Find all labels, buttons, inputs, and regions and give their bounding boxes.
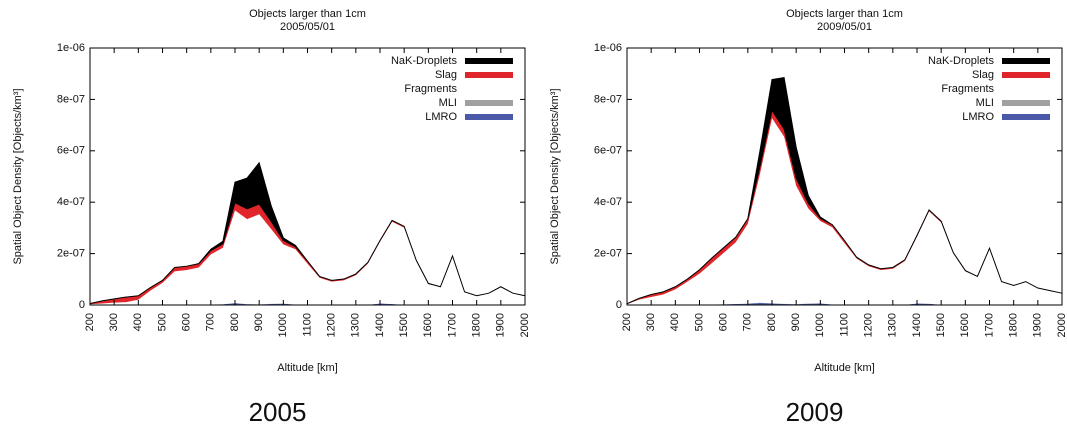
x-tick-label: 2000 — [1056, 313, 1067, 337]
x-tick-label: 1500 — [398, 313, 410, 337]
legend-label: MLI — [439, 97, 457, 109]
x-tick-label: 500 — [693, 313, 705, 331]
y-tick-label: 6e-07 — [57, 145, 85, 157]
x-tick-label: 1200 — [863, 313, 875, 337]
x-tick-label: 1300 — [350, 313, 362, 337]
x-axis-label: Altitude [km] — [277, 362, 338, 374]
y-tick-label: 0 — [79, 299, 85, 311]
x-tick-label: 700 — [742, 313, 754, 331]
x-tick-label: 1500 — [935, 313, 947, 337]
x-tick-label: 1000 — [814, 313, 826, 337]
legend-swatch — [1002, 58, 1050, 64]
legend-swatch — [465, 114, 513, 120]
y-tick-label: 2e-07 — [594, 248, 622, 260]
x-tick-label: 1700 — [983, 313, 995, 337]
legend-swatch — [1002, 86, 1050, 92]
y-axis-label: Spatial Object Density [Objects/km³] — [549, 88, 561, 264]
x-tick-label: 600 — [718, 313, 730, 331]
x-tick-label: 1400 — [374, 313, 386, 337]
x-axis-label: Altitude [km] — [814, 362, 875, 374]
legend-swatch — [1002, 114, 1050, 120]
legend-label: NaK-Droplets — [928, 55, 995, 67]
x-tick-label: 1800 — [471, 313, 483, 337]
x-tick-label: 600 — [181, 313, 193, 331]
x-tick-label: 700 — [205, 313, 217, 331]
legend-label: Fragments — [404, 83, 457, 95]
x-tick-label: 500 — [156, 313, 168, 331]
x-tick-label: 1300 — [887, 313, 899, 337]
y-tick-label: 4e-07 — [594, 196, 622, 208]
chart-title: Objects larger than 1cm — [786, 8, 903, 20]
legend-label: Slag — [972, 69, 994, 81]
legend-label: Fragments — [941, 83, 994, 95]
x-tick-label: 1700 — [446, 313, 458, 337]
x-tick-label: 300 — [108, 313, 120, 331]
caption: 2009 — [786, 397, 844, 427]
y-tick-label: 8e-07 — [594, 93, 622, 105]
x-tick-label: 900 — [253, 313, 265, 331]
area — [627, 118, 1062, 305]
y-tick-label: 1e-06 — [594, 42, 622, 54]
y-tick-label: 2e-07 — [57, 248, 85, 260]
chart-title: Objects larger than 1cm — [249, 8, 366, 20]
area — [90, 210, 525, 305]
x-tick-label: 200 — [621, 313, 633, 331]
x-tick-label: 200 — [84, 313, 96, 331]
legend-swatch — [465, 86, 513, 92]
x-tick-label: 1400 — [911, 313, 923, 337]
x-tick-label: 1800 — [1008, 313, 1020, 337]
x-tick-label: 1900 — [1032, 313, 1044, 337]
legend-swatch — [1002, 72, 1050, 78]
legend-label: LMRO — [962, 111, 994, 123]
x-tick-label: 1600 — [959, 313, 971, 337]
x-tick-label: 800 — [229, 313, 241, 331]
y-tick-label: 4e-07 — [57, 196, 85, 208]
chart-subtitle: 2009/05/01 — [817, 21, 872, 33]
x-tick-label: 1900 — [495, 313, 507, 337]
legend-swatch — [465, 100, 513, 106]
x-tick-label: 2000 — [519, 313, 531, 337]
y-tick-label: 6e-07 — [594, 145, 622, 157]
x-tick-label: 400 — [669, 313, 681, 331]
y-tick-label: 8e-07 — [57, 93, 85, 105]
x-tick-label: 1100 — [838, 313, 850, 337]
legend-label: LMRO — [425, 111, 457, 123]
x-tick-label: 400 — [132, 313, 144, 331]
x-tick-label: 900 — [790, 313, 802, 331]
legend-label: NaK-Droplets — [391, 55, 458, 67]
chart-subtitle: 2005/05/01 — [280, 21, 335, 33]
caption: 2005 — [249, 397, 307, 427]
x-tick-label: 1000 — [277, 313, 289, 337]
x-tick-label: 1100 — [301, 313, 313, 337]
legend-swatch — [1002, 100, 1050, 106]
y-tick-label: 1e-06 — [57, 42, 85, 54]
legend-label: Slag — [435, 69, 457, 81]
x-tick-label: 800 — [766, 313, 778, 331]
x-tick-label: 1200 — [326, 313, 338, 337]
y-tick-label: 0 — [616, 299, 622, 311]
x-tick-label: 1600 — [422, 313, 434, 337]
legend-label: MLI — [976, 97, 994, 109]
y-axis-label: Spatial Object Density [Objects/km³] — [12, 88, 24, 264]
x-tick-label: 300 — [645, 313, 657, 331]
legend-swatch — [465, 72, 513, 78]
area — [627, 302, 1062, 305]
legend-swatch — [465, 58, 513, 64]
